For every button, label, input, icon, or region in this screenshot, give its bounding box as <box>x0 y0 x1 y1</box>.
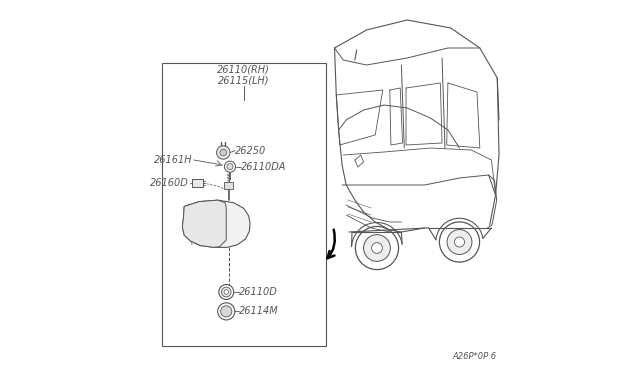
Text: 26115(LH): 26115(LH) <box>218 76 269 86</box>
Circle shape <box>220 149 227 156</box>
Bar <box>162 63 326 346</box>
Bar <box>191 179 203 187</box>
Circle shape <box>364 235 390 262</box>
Bar <box>225 182 234 189</box>
Circle shape <box>225 161 236 172</box>
Circle shape <box>227 164 233 170</box>
Polygon shape <box>182 200 227 247</box>
Circle shape <box>218 303 235 320</box>
Text: A26P*0P 6: A26P*0P 6 <box>452 352 497 361</box>
Text: 26110(RH): 26110(RH) <box>218 64 270 74</box>
Circle shape <box>221 306 232 317</box>
Text: 26110D: 26110D <box>239 287 278 297</box>
Circle shape <box>224 290 228 294</box>
Polygon shape <box>182 200 250 247</box>
Circle shape <box>372 243 382 253</box>
Circle shape <box>454 237 465 247</box>
Circle shape <box>219 285 234 299</box>
Circle shape <box>216 146 230 159</box>
Circle shape <box>440 222 479 262</box>
Circle shape <box>221 287 231 297</box>
Circle shape <box>447 230 472 254</box>
Text: 26110DA: 26110DA <box>241 162 287 171</box>
Text: 26114M: 26114M <box>239 307 279 316</box>
Text: 26161H: 26161H <box>154 155 193 165</box>
Text: 26250: 26250 <box>235 146 266 155</box>
Text: 26160D: 26160D <box>150 178 189 188</box>
Circle shape <box>355 227 399 270</box>
